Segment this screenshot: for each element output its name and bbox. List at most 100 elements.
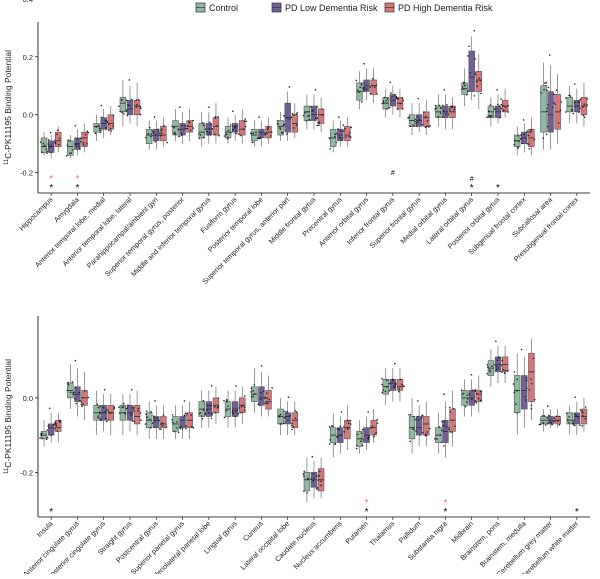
x-tick-label: Inferior frontal gyrus xyxy=(345,195,397,247)
data-point xyxy=(446,104,448,106)
data-point xyxy=(396,108,399,111)
outlier-point xyxy=(340,411,343,413)
box-pd-high-dementia-risk xyxy=(475,70,483,92)
outlier-point xyxy=(520,348,523,351)
y-tick-label: 0.4 xyxy=(23,0,33,4)
outlier-point xyxy=(338,116,340,118)
data-point xyxy=(489,115,492,118)
data-point xyxy=(150,135,152,138)
data-point xyxy=(381,391,384,394)
data-point xyxy=(526,130,529,132)
data-point xyxy=(101,116,103,119)
data-point xyxy=(320,484,322,487)
data-point xyxy=(127,404,129,407)
data-point xyxy=(486,364,489,366)
data-point xyxy=(201,417,204,420)
data-point xyxy=(355,79,358,82)
data-point xyxy=(125,99,128,102)
data-point xyxy=(243,120,246,123)
data-point xyxy=(412,124,414,126)
box-pd-low-dementia-risk xyxy=(468,50,475,92)
data-point xyxy=(417,415,419,418)
data-point xyxy=(581,415,584,417)
data-point xyxy=(391,96,393,98)
data-point xyxy=(415,430,417,432)
data-point xyxy=(123,402,125,405)
data-point xyxy=(500,364,502,367)
data-point xyxy=(181,134,183,136)
data-point xyxy=(579,107,581,110)
data-point xyxy=(497,367,499,370)
data-point xyxy=(461,88,463,91)
data-point xyxy=(140,107,142,110)
data-point xyxy=(466,394,469,397)
data-point xyxy=(232,129,234,131)
outlier-point xyxy=(235,385,237,387)
data-point xyxy=(308,114,311,117)
box-pd-low-dementia-risk xyxy=(415,416,423,436)
data-point xyxy=(160,129,163,132)
data-point xyxy=(568,421,570,424)
data-point xyxy=(388,390,391,392)
data-point xyxy=(321,108,324,111)
data-point xyxy=(478,77,480,80)
data-point xyxy=(189,129,192,132)
data-point xyxy=(309,106,312,108)
data-point xyxy=(185,427,187,430)
data-point xyxy=(475,392,478,395)
data-point xyxy=(135,106,138,108)
data-point xyxy=(186,412,188,415)
box-pd-high-dementia-risk xyxy=(423,416,430,436)
data-point xyxy=(480,92,482,95)
data-point xyxy=(278,415,280,418)
data-point xyxy=(97,124,100,127)
data-point xyxy=(495,368,498,371)
data-point xyxy=(157,128,159,131)
data-point xyxy=(303,470,306,473)
data-point xyxy=(376,422,379,424)
data-point xyxy=(241,405,243,408)
outlier-point xyxy=(495,340,497,343)
data-point xyxy=(166,141,168,144)
data-point xyxy=(443,445,445,447)
data-point xyxy=(158,419,161,422)
data-point xyxy=(306,492,308,494)
data-point xyxy=(328,443,331,445)
data-point xyxy=(199,134,202,136)
data-point xyxy=(371,425,374,428)
data-point xyxy=(315,117,317,119)
data-point xyxy=(450,105,452,108)
x-tick-label: Thalamus xyxy=(368,519,397,548)
data-point xyxy=(361,101,363,103)
data-point xyxy=(545,110,548,113)
data-point xyxy=(359,86,362,89)
data-point xyxy=(388,382,391,385)
data-point xyxy=(83,390,86,392)
data-point xyxy=(557,122,560,124)
box-control xyxy=(303,472,311,492)
data-point xyxy=(303,490,305,492)
data-point xyxy=(473,95,476,97)
data-point xyxy=(236,409,238,412)
data-point xyxy=(204,412,207,414)
data-point xyxy=(265,401,268,404)
data-point xyxy=(291,428,293,431)
data-point xyxy=(177,128,180,131)
data-point xyxy=(402,99,405,102)
data-point xyxy=(423,111,425,113)
data-point xyxy=(48,145,50,148)
box-pd-high-dementia-risk xyxy=(475,390,483,402)
data-point xyxy=(58,137,61,140)
data-point xyxy=(474,390,476,393)
data-point xyxy=(250,391,252,393)
box-control xyxy=(566,412,573,425)
data-point xyxy=(555,89,558,91)
data-point xyxy=(99,131,102,134)
data-point xyxy=(69,391,72,394)
data-point xyxy=(517,135,519,137)
data-point xyxy=(445,426,448,428)
data-point xyxy=(428,427,431,430)
outlier-point xyxy=(183,400,186,402)
data-point xyxy=(579,424,581,426)
data-point xyxy=(234,125,236,127)
